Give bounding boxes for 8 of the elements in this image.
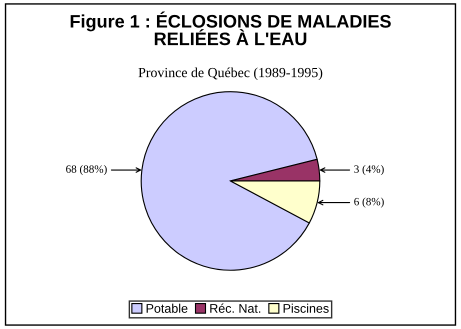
data-label: 6 (8%) bbox=[354, 198, 384, 208]
chart-title: Figure 1 : ÉCLOSIONS DE MALADIES RELIÉES À L'EAU bbox=[70, 12, 391, 46]
chart-subtitle: Province de Québec (1989-1995) bbox=[138, 67, 322, 80]
legend-label: Réc. Nat. bbox=[210, 304, 260, 313]
legend-label: Piscines bbox=[284, 304, 329, 313]
data-label: 3 (4%) bbox=[354, 165, 384, 176]
data-label: 68 (88%) bbox=[66, 165, 107, 176]
legend-label: Potable bbox=[146, 304, 188, 313]
